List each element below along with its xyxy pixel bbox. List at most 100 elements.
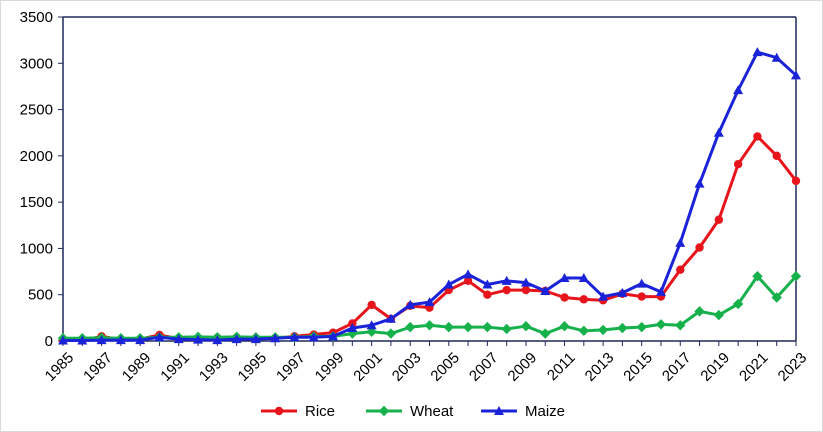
maize-point [193, 334, 204, 344]
x-tick-label: 1985 [42, 349, 78, 385]
maize-point [520, 277, 531, 287]
wheat-point [675, 320, 686, 331]
rice-point [502, 285, 511, 295]
maize-point [212, 335, 223, 345]
maize-point [694, 178, 705, 188]
maize-point [540, 286, 551, 296]
wheat-point [385, 328, 397, 339]
wheat-point [694, 306, 705, 317]
legend-label-maize: Maize [525, 403, 565, 420]
rice-point [483, 290, 492, 299]
maize-point [636, 278, 647, 288]
maize-point [482, 279, 493, 289]
legend-item-wheat: Wheat [366, 403, 454, 420]
rice-point [791, 176, 801, 186]
maize-point [270, 333, 281, 343]
wheat-point [540, 328, 551, 339]
maize-point [58, 335, 68, 345]
maize-point [115, 335, 126, 345]
maize-point [463, 269, 474, 279]
x-tick-label: 2021 [736, 349, 772, 385]
legend-marker-maize [494, 406, 504, 415]
rice-point [695, 243, 704, 252]
x-tick-label: 2015 [620, 349, 656, 385]
maize-point [771, 52, 782, 62]
x-tick-label: 1995 [235, 349, 271, 385]
wheat-point [520, 320, 532, 332]
rice-point [367, 300, 376, 310]
wheat-point [752, 271, 763, 282]
wheat-point [559, 320, 570, 332]
rice-point [753, 132, 762, 141]
rice-point [772, 151, 781, 161]
y-tick-label: 2000 [20, 148, 53, 165]
maize-point [713, 127, 724, 137]
maize-point [559, 273, 570, 283]
y-axis: 0 500 1000 1500 2000 2500 3000 3500 [20, 9, 64, 350]
maize-point [501, 275, 512, 285]
maize-point [675, 237, 686, 247]
maize-point [752, 47, 763, 57]
wheat-point [424, 320, 435, 331]
maize-point [424, 297, 435, 307]
maize-point [77, 335, 88, 345]
wheat-point [578, 325, 590, 337]
maize-point [405, 299, 416, 309]
x-tick-label: 1989 [119, 349, 155, 385]
wheat-point [405, 321, 416, 333]
maize-point [231, 334, 242, 344]
legend-marker-rice [274, 406, 284, 416]
wheat-point [482, 321, 493, 333]
legend-item-maize: Maize [481, 403, 565, 420]
wheat-point [771, 292, 782, 303]
maize-point [655, 286, 666, 296]
x-tick-label: 2003 [389, 349, 425, 385]
x-tick-label: 1987 [80, 349, 116, 385]
y-tick-label: 1000 [20, 240, 53, 257]
legend-marker-wheat [378, 405, 390, 417]
maize-point [733, 85, 744, 95]
x-axis: 1985 1987 1989 1991 1993 1995 1997 1999 2001 2003… [42, 340, 811, 385]
y-tick-label: 1500 [20, 194, 53, 211]
y-tick-label: 3500 [20, 9, 53, 26]
x-tick-label: 2009 [505, 349, 541, 385]
y-tick-label: 3000 [20, 55, 53, 72]
x-tick-label: 2011 [544, 349, 579, 384]
legend-item-rice: Rice [261, 403, 335, 420]
rice-point [579, 295, 589, 304]
maize-point [96, 335, 107, 345]
maize-point [135, 335, 146, 345]
x-tick-label: 1991 [157, 349, 193, 385]
maize-point [791, 70, 801, 80]
wheat-point [713, 309, 725, 321]
maize-point [617, 287, 628, 297]
series-rice [58, 132, 801, 345]
y-tick-label: 500 [28, 287, 53, 304]
series-wheat [57, 271, 802, 344]
wheat-point [597, 324, 609, 336]
rice-point [733, 159, 743, 169]
maize-point [289, 332, 300, 342]
x-tick-label: 2023 [775, 349, 811, 385]
wheat-point [617, 322, 628, 334]
maize-point [250, 334, 261, 344]
wheat-point [636, 321, 647, 333]
legend: Rice Wheat Maize [261, 403, 565, 420]
wheat-point [655, 319, 667, 330]
wheat-point [501, 323, 512, 335]
y-tick-label: 0 [45, 333, 53, 350]
x-tick-label: 2007 [466, 349, 502, 385]
legend-label-rice: Rice [305, 403, 335, 420]
maize-point [154, 332, 165, 342]
legend-label-wheat: Wheat [410, 403, 454, 420]
maize-point [366, 320, 377, 330]
maize-point [598, 291, 609, 301]
x-tick-label: 1997 [273, 349, 309, 385]
x-tick-label: 1993 [196, 349, 232, 385]
rice-point [637, 292, 646, 301]
series-maize [58, 47, 801, 345]
maize-point [578, 273, 589, 283]
x-tick-label: 2005 [427, 349, 463, 385]
wheat-point [462, 321, 474, 333]
